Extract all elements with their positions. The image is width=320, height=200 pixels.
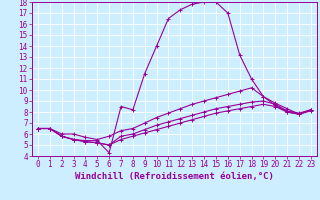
X-axis label: Windchill (Refroidissement éolien,°C): Windchill (Refroidissement éolien,°C) <box>75 172 274 181</box>
